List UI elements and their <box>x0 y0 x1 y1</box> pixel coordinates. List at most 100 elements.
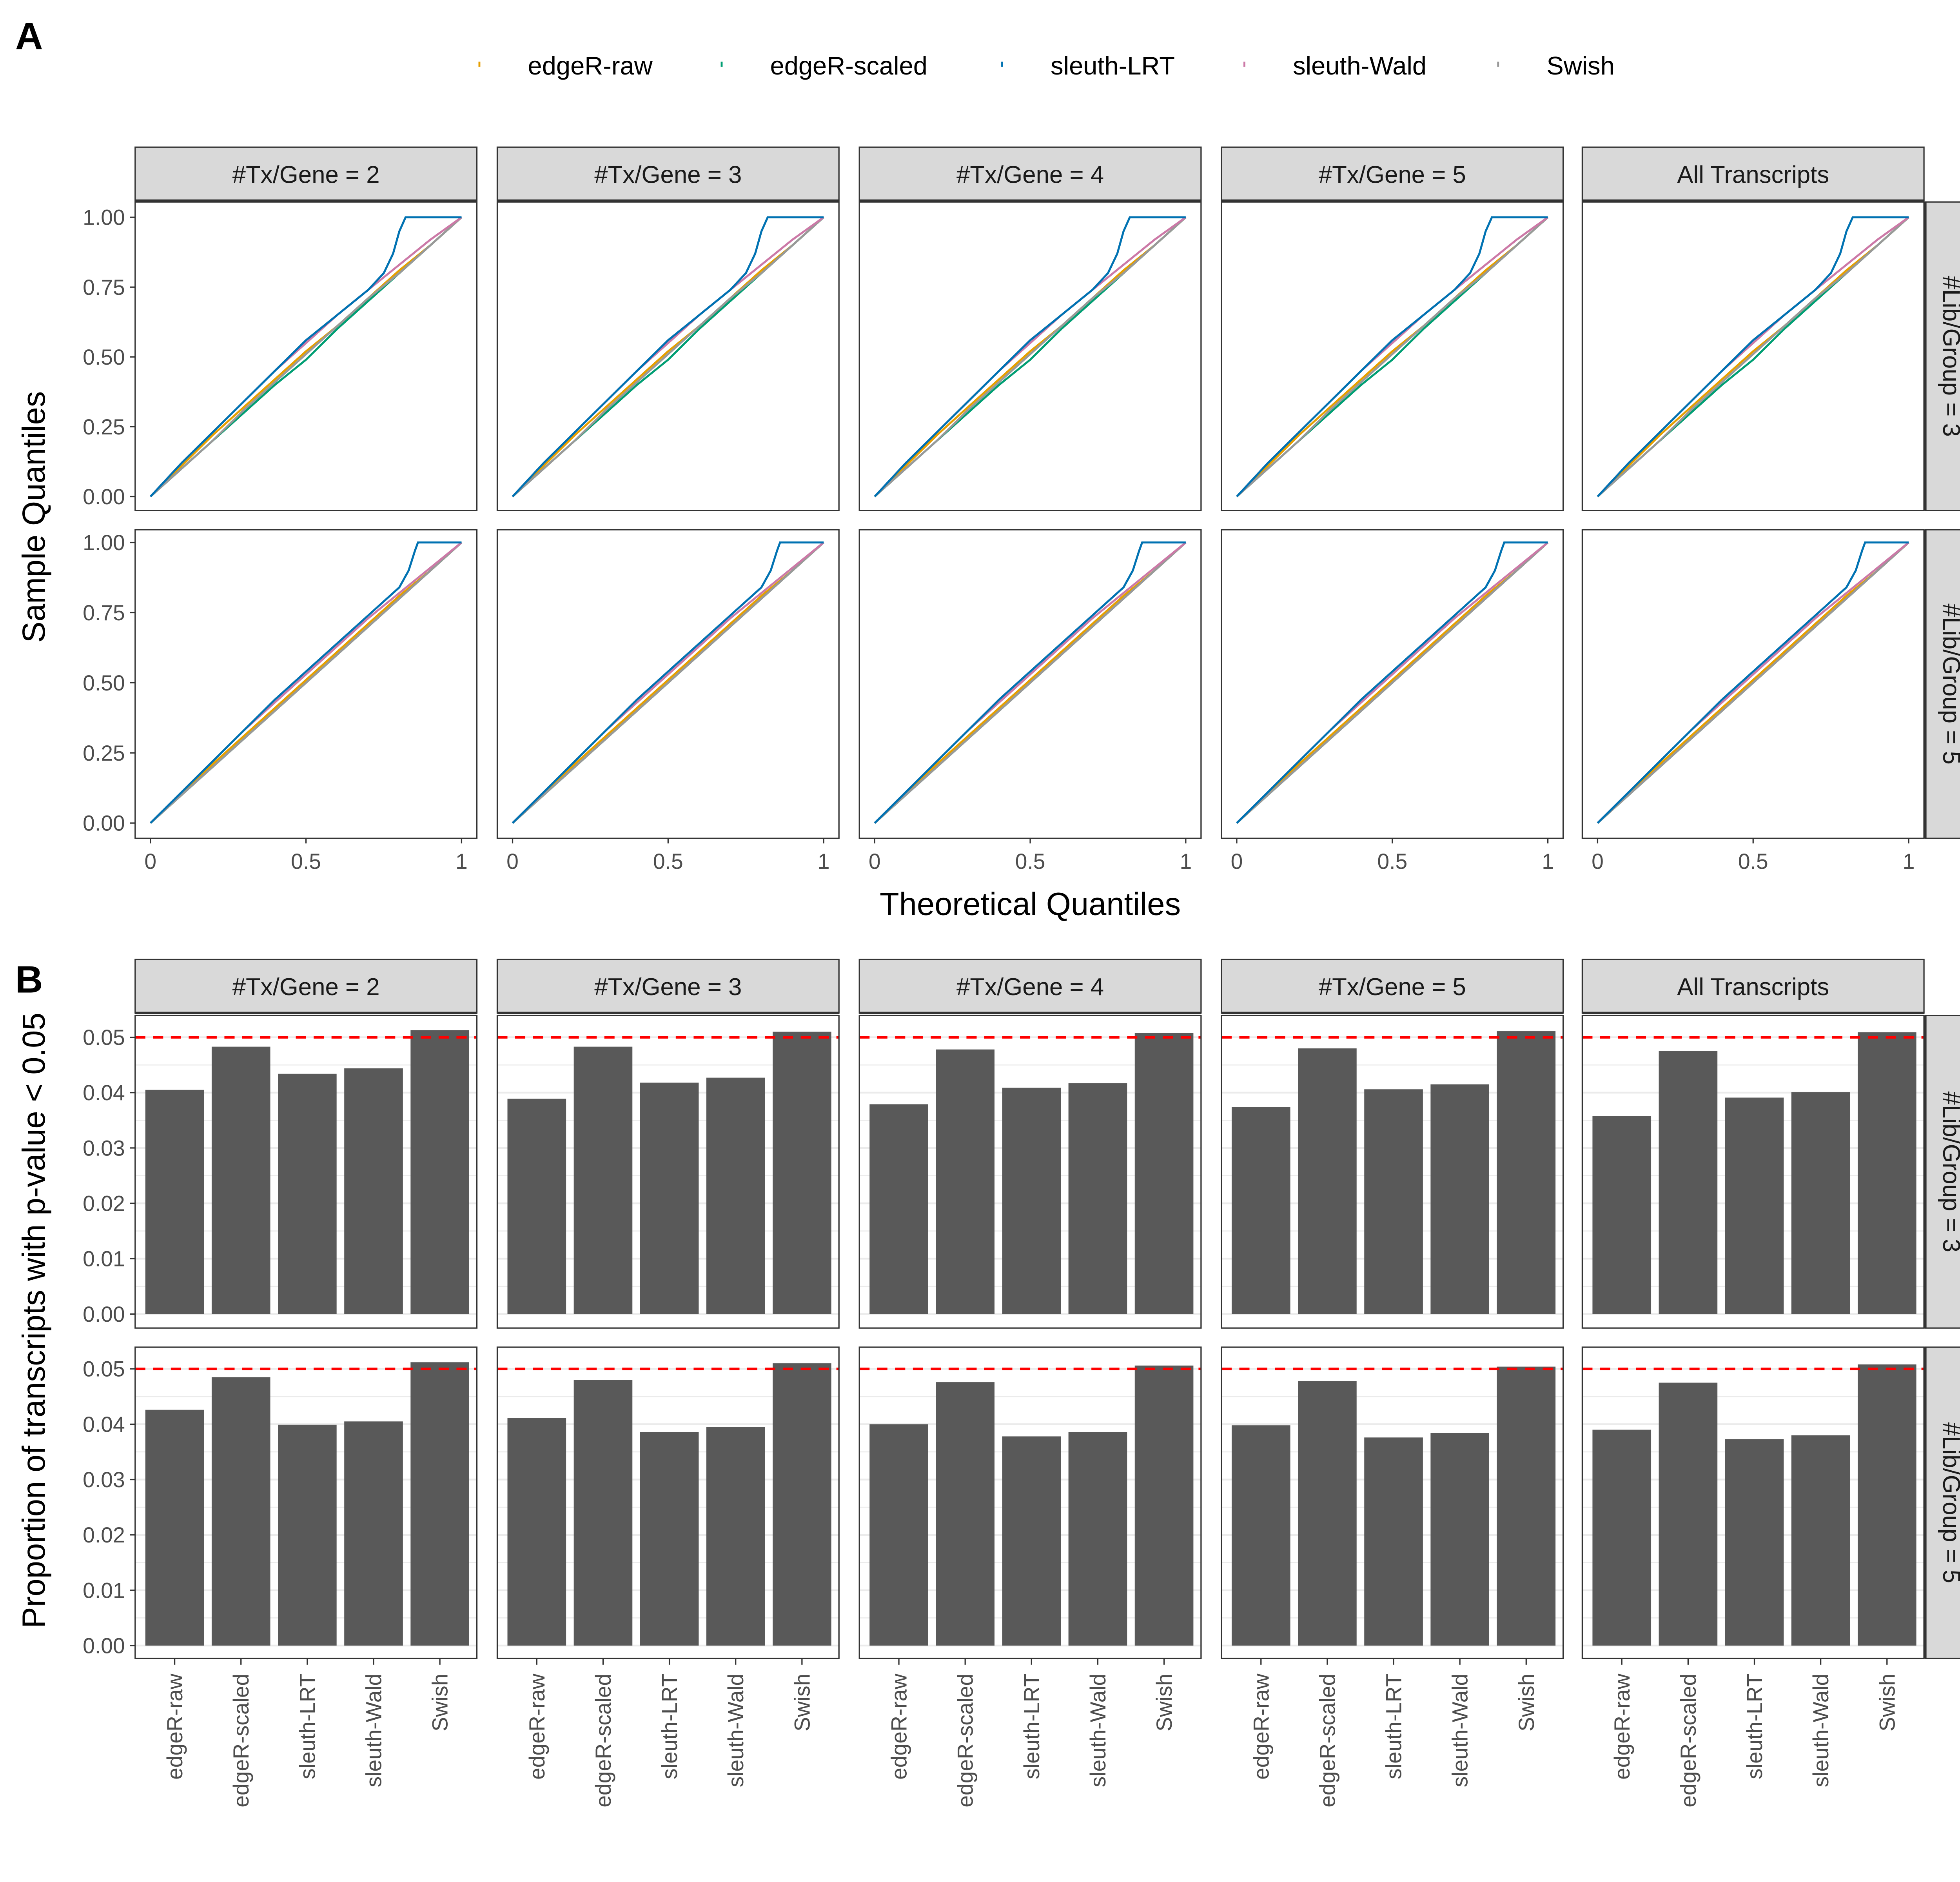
qq-facet <box>1581 201 1925 511</box>
bar-edgeR-raw <box>869 1104 928 1314</box>
bar-Swish <box>1497 1031 1556 1314</box>
a-strip-row-1 <box>1924 529 1960 839</box>
a-row-facet-label: #Lib/Group = 3 <box>1938 276 1960 436</box>
x-tick-label: 0.5 <box>291 849 321 874</box>
y-tick-label: 0.75 <box>83 275 125 300</box>
bar-edgeR-scaled <box>1659 1382 1718 1646</box>
bar-edgeR-scaled <box>211 1377 270 1646</box>
qq-line-sleuth-LRT <box>874 216 1186 498</box>
panel-a-x-axis-label: Theoretical Quantiles <box>880 886 1181 922</box>
qq-facet <box>1221 201 1564 511</box>
qq-line-sleuth-LRT <box>149 541 462 824</box>
bar-edgeR-raw <box>1231 1107 1290 1314</box>
qq-facet: 0.00 0.25 0.50 0.75 1.00 0 0.5 1 <box>83 529 478 874</box>
legend-label-edgeR-raw: edgeR-raw <box>528 51 653 80</box>
bar-panel-border <box>1581 1015 1925 1329</box>
b-strip-col-1 <box>496 959 840 1014</box>
a-strip-col-0 <box>134 146 478 202</box>
b-strip-col-0 <box>134 959 478 1014</box>
x-tick-label: edgeR-scaled <box>591 1674 615 1808</box>
x-tick-label: edgeR-scaled <box>229 1674 253 1808</box>
bar-edgeR-raw <box>507 1418 566 1646</box>
x-tick-label: sleuth-Wald <box>362 1674 386 1788</box>
y-tick-label: 0.02 <box>83 1523 125 1547</box>
legend: edgeR-raw edgeR-scaled sleuth-LRT sleuth-Wa… <box>478 51 1615 80</box>
bar-Swish <box>1857 1032 1916 1314</box>
bar-edgeR-raw <box>1592 1116 1651 1314</box>
x-tick-label: 0 <box>144 849 156 874</box>
x-tick-label: edgeR-raw <box>163 1673 187 1780</box>
qq-line-Swish <box>1597 216 1909 498</box>
b-col-facet-label: #Tx/Gene = 2 <box>232 974 380 1001</box>
b-col-facet-label: All Transcripts <box>1677 974 1829 1001</box>
qq-panel-border <box>1221 201 1564 511</box>
qq-line-edgeR-raw <box>512 541 824 824</box>
bar-Swish <box>1134 1365 1194 1646</box>
bar-sleuth-LRT <box>1725 1097 1784 1314</box>
a-strip-col-3 <box>1221 146 1564 202</box>
y-tick-label: 0.25 <box>83 741 125 765</box>
bar-facet: edgeR-raw edgeR-scaled sleuth-LRT sleuth-Wa… <box>858 1346 1202 1808</box>
bar-facet <box>1581 1015 1925 1329</box>
b-strip-col-2 <box>858 959 1202 1014</box>
y-tick-label: 0.01 <box>83 1247 125 1271</box>
qq-facet <box>858 201 1202 511</box>
bar-panel-border <box>858 1015 1202 1329</box>
qq-line-edgeR-raw <box>150 541 463 824</box>
x-tick-label: sleuth-Wald <box>1809 1674 1833 1788</box>
qq-facet: 0 0.5 1 <box>1581 529 1925 874</box>
qq-line-sleuth-LRT <box>512 216 824 498</box>
a-col-facet-label: #Tx/Gene = 5 <box>1319 161 1466 188</box>
x-tick-label: sleuth-LRT <box>295 1674 319 1779</box>
bar-facet: edgeR-raw edgeR-scaled sleuth-LRT sleuth-Wa… <box>1221 1346 1564 1808</box>
y-tick-label: 0.00 <box>83 1302 125 1326</box>
bar-edgeR-raw <box>1592 1430 1651 1646</box>
b-col-facet-label: #Tx/Gene = 3 <box>594 974 742 1001</box>
qq-facet: 0 0.5 1 <box>858 529 1202 874</box>
x-tick-label: sleuth-LRT <box>1020 1674 1044 1779</box>
x-tick-label: 0 <box>1231 849 1243 874</box>
legend-label-sleuth-LRT: sleuth-LRT <box>1051 51 1175 80</box>
qq-panel-border <box>496 201 840 511</box>
qq-line-sleuth-LRT <box>512 541 824 824</box>
x-tick-label: 1 <box>456 849 468 874</box>
bar-sleuth-LRT <box>278 1424 337 1646</box>
y-tick-label: 0.00 <box>83 1634 125 1658</box>
bar-Swish <box>410 1030 469 1314</box>
x-tick-label: 0 <box>1592 849 1604 874</box>
bar-sleuth-Wald <box>344 1068 403 1314</box>
qq-facet <box>496 201 840 511</box>
bar-sleuth-LRT <box>1364 1437 1423 1646</box>
bar-sleuth-Wald <box>1068 1083 1127 1314</box>
bar-facet: edgeR-raw edgeR-scaled sleuth-LRT sleuth-Wa… <box>496 1346 840 1808</box>
b-col-facet-label: #Tx/Gene = 4 <box>956 974 1104 1001</box>
x-tick-label: sleuth-Wald <box>1448 1674 1472 1788</box>
x-tick-label: edgeR-raw <box>1249 1673 1273 1780</box>
bar-Swish <box>773 1032 831 1314</box>
b-row-facet-label: #Lib/Group = 5 <box>1938 1422 1960 1583</box>
qq-line-Swish <box>1236 216 1549 498</box>
x-tick-label: 0 <box>506 849 519 874</box>
x-tick-label: Swish <box>790 1674 814 1731</box>
x-tick-label: 0.5 <box>1015 849 1045 874</box>
x-tick-label: 0.5 <box>1377 849 1407 874</box>
bar-Swish <box>773 1363 831 1646</box>
x-tick-label: Swish <box>1514 1674 1539 1731</box>
a-col-facet-label: All Transcripts <box>1677 161 1829 188</box>
x-tick-label: edgeR-scaled <box>1315 1674 1339 1808</box>
b-col-facet-label: #Tx/Gene = 5 <box>1319 974 1466 1001</box>
qq-facet: 0 0.5 1 <box>1221 529 1564 874</box>
x-tick-label: sleuth-Wald <box>1086 1674 1110 1788</box>
y-tick-label: 0.50 <box>83 345 125 369</box>
qq-line-edgeR-raw <box>1236 541 1549 824</box>
x-tick-label: 1 <box>1903 849 1915 874</box>
bar-edgeR-scaled <box>936 1049 995 1314</box>
qq-facet: 0.00 0.25 0.50 0.75 1.00 <box>83 201 478 511</box>
y-tick-label: 0.75 <box>83 601 125 625</box>
x-tick-label: edgeR-scaled <box>1676 1674 1700 1808</box>
bar-edgeR-scaled <box>211 1046 270 1314</box>
y-tick-label: 0.05 <box>83 1357 125 1381</box>
legend-label-sleuth-Wald: sleuth-Wald <box>1293 51 1426 80</box>
x-tick-label: 1 <box>818 849 830 874</box>
